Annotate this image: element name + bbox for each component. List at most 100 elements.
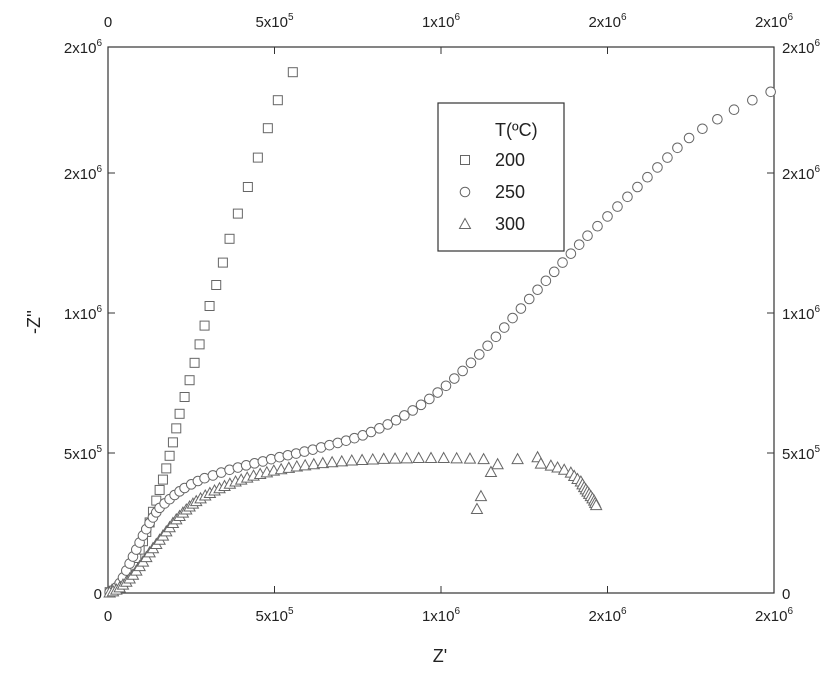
- point-circle: [672, 142, 683, 154]
- point-square: [167, 437, 178, 448]
- point-square: [224, 233, 235, 244]
- point-circle: [415, 399, 427, 411]
- point-triangle: [551, 461, 564, 473]
- legend: T(ºC) 200 250 300: [437, 102, 565, 252]
- point-triangle: [377, 452, 391, 464]
- point-square: [184, 375, 195, 386]
- point-square: [242, 182, 253, 192]
- point-circle: [490, 331, 502, 343]
- y-tick-label-right: 2x106: [782, 164, 821, 183]
- point-circle: [602, 211, 613, 222]
- point-square: [157, 474, 168, 485]
- point-triangle: [534, 457, 548, 469]
- point-circle: [683, 132, 695, 144]
- series-300: [103, 450, 603, 598]
- point-square: [154, 484, 165, 495]
- point-circle: [515, 303, 527, 314]
- legend-marker-square: [460, 155, 470, 165]
- legend-marker-triangle: [458, 217, 472, 229]
- y-axis-label: -Z'': [24, 310, 44, 334]
- point-square: [272, 95, 283, 106]
- point-triangle: [400, 451, 414, 464]
- point-circle: [765, 86, 776, 98]
- point-triangle: [477, 452, 490, 465]
- point-triangle: [307, 457, 321, 470]
- point-square: [262, 123, 273, 134]
- y-tick-label-left: 5x105: [64, 444, 103, 463]
- point-circle: [747, 94, 758, 106]
- point-circle: [498, 322, 510, 333]
- point-circle: [473, 349, 485, 360]
- point-triangle: [345, 454, 359, 466]
- point-circle: [407, 405, 418, 416]
- x-tick-label-bottom: 2x106: [755, 606, 794, 625]
- point-triangle: [298, 458, 312, 471]
- point-circle: [557, 257, 568, 268]
- point-square: [217, 257, 228, 268]
- point-circle: [540, 275, 552, 287]
- data-series: [103, 67, 776, 598]
- point-circle: [390, 414, 402, 426]
- point-square: [287, 67, 298, 78]
- point-circle: [582, 230, 593, 242]
- point-circle: [399, 410, 410, 421]
- point-triangle: [470, 502, 484, 514]
- legend-label: 200: [495, 150, 525, 170]
- point-triangle: [511, 452, 524, 465]
- point-circle: [523, 293, 535, 305]
- point-triangle: [316, 456, 330, 469]
- point-square: [179, 392, 190, 402]
- point-square: [194, 339, 205, 350]
- point-triangle: [325, 455, 339, 468]
- point-square: [252, 152, 263, 163]
- point-triangle: [463, 452, 477, 464]
- point-triangle: [388, 452, 402, 464]
- point-square: [211, 280, 222, 290]
- point-circle: [548, 266, 560, 278]
- point-circle: [612, 201, 623, 212]
- point-square: [164, 450, 175, 461]
- point-square: [189, 357, 200, 368]
- legend-entries: 200 250 300: [458, 150, 525, 234]
- x-tick-label-top: 5x105: [255, 12, 294, 31]
- point-square: [174, 408, 185, 419]
- legend-label: 300: [495, 214, 525, 234]
- x-tick-label-top: 2x106: [588, 12, 627, 31]
- point-circle: [697, 123, 708, 135]
- point-circle: [465, 357, 477, 369]
- y-tick-label-right: 0: [782, 586, 790, 603]
- point-square: [161, 463, 172, 474]
- y-tick-label-left: 2x106: [64, 164, 103, 183]
- x-axis-label: Z': [433, 646, 447, 666]
- point-circle: [728, 104, 740, 116]
- point-square: [171, 423, 182, 434]
- x-tick-label-bottom: 2x106: [588, 606, 627, 625]
- x-tick-label-top: 1x106: [422, 12, 461, 31]
- point-square: [199, 320, 210, 331]
- point-circle: [432, 387, 443, 398]
- y-tick-label-right: 1x106: [782, 304, 821, 323]
- point-circle: [565, 248, 577, 259]
- legend-marker-circle: [459, 186, 471, 198]
- point-circle: [662, 152, 673, 163]
- x-tick-label-bottom: 0: [104, 608, 112, 625]
- y-tick-label-left: 1x106: [64, 304, 103, 323]
- series-200: [104, 67, 298, 598]
- point-triangle: [450, 451, 463, 464]
- point-triangle: [355, 453, 369, 465]
- point-circle: [440, 380, 452, 392]
- point-circle: [424, 393, 435, 405]
- x-tick-label-bottom: 5x105: [255, 606, 294, 625]
- point-triangle: [544, 459, 558, 471]
- point-circle: [457, 365, 468, 377]
- point-circle: [592, 220, 603, 232]
- legend-box: [437, 102, 565, 252]
- point-triangle: [335, 454, 349, 467]
- legend-label: 250: [495, 182, 525, 202]
- point-circle: [622, 191, 633, 203]
- point-triangle: [589, 498, 603, 511]
- point-circle: [382, 419, 394, 430]
- point-square: [204, 301, 215, 311]
- point-circle: [652, 162, 663, 173]
